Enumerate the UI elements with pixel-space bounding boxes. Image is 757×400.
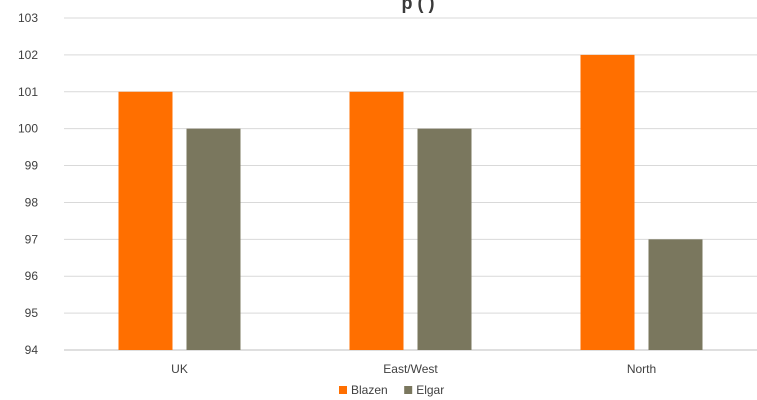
y-tick-label: 97	[25, 232, 39, 246]
x-category-label: North	[627, 362, 656, 376]
bars	[118, 54, 703, 351]
y-tick-label: 99	[25, 159, 39, 173]
bar-blazen-east-west	[349, 91, 404, 351]
bar-elgar-uk	[186, 128, 241, 350]
y-tick-label: 96	[25, 269, 39, 283]
x-axis: UK East/West North	[171, 362, 656, 376]
chart-title-fragment: p ( )	[402, 0, 435, 13]
legend-swatch-elgar	[404, 386, 413, 394]
y-tick-label: 101	[18, 85, 38, 99]
y-tick-label: 95	[25, 306, 39, 320]
bar-blazen-north	[580, 54, 635, 351]
legend: Blazen Elgar	[339, 383, 444, 397]
y-axis: 94 95 96 97 98 99 100 101 102 103	[18, 11, 38, 357]
bar-blazen-uk	[118, 91, 173, 351]
bar-elgar-east-west	[417, 128, 472, 350]
legend-label-blazen: Blazen	[351, 383, 388, 397]
y-tick-label: 94	[25, 343, 39, 357]
y-tick-label: 98	[25, 195, 39, 209]
y-tick-label: 103	[18, 11, 38, 25]
x-category-label: UK	[171, 362, 188, 376]
legend-label-elgar: Elgar	[416, 383, 444, 397]
y-tick-label: 100	[18, 122, 38, 136]
x-category-label: East/West	[383, 362, 438, 376]
legend-swatch-blazen	[339, 386, 347, 394]
y-tick-label: 102	[18, 48, 38, 62]
bar-elgar-north	[648, 239, 703, 350]
gridlines	[64, 17, 757, 351]
